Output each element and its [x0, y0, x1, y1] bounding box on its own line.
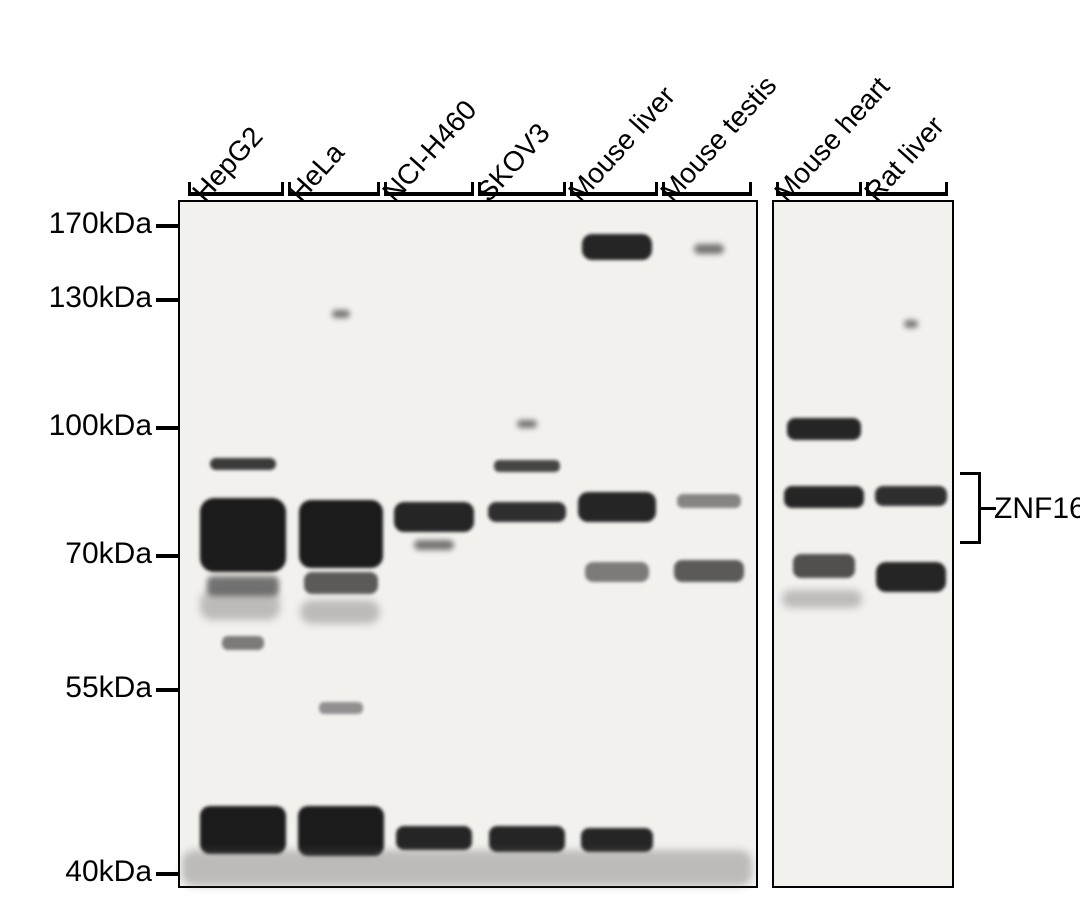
lane-label-hela: HeLa [282, 137, 351, 208]
western-blot-figure: HepG2HeLaNCI-H460SKOV3Mouse liverMouse t… [0, 0, 1080, 920]
background-noise [300, 600, 380, 624]
mw-label: 40kDa [0, 855, 152, 889]
protein-band [585, 562, 649, 582]
protein-band [488, 502, 566, 522]
lane-label-mtestis: Mouse testis [654, 70, 783, 208]
protein-band [793, 554, 855, 578]
protein-band [298, 806, 384, 856]
protein-band [319, 702, 363, 714]
protein-band [222, 636, 264, 650]
faint-band [414, 540, 454, 550]
protein-band [677, 494, 741, 508]
protein-band [784, 486, 864, 508]
blot-membrane-right [772, 200, 954, 888]
faint-band [517, 420, 537, 428]
mw-tick [156, 554, 178, 558]
lane-label-ncih460: NCI-H460 [376, 94, 483, 208]
mw-tick [156, 872, 178, 876]
background-noise [200, 590, 280, 620]
target-bracket [960, 472, 978, 475]
protein-band [582, 234, 652, 260]
lane-tick [945, 182, 948, 192]
protein-band [489, 826, 565, 852]
protein-band [494, 460, 560, 472]
mw-label: 100kDa [0, 409, 152, 443]
mw-label: 130kDa [0, 281, 152, 315]
protein-band [396, 826, 472, 850]
faint-band [332, 310, 350, 318]
target-bracket [960, 541, 978, 544]
protein-band [394, 502, 474, 532]
protein-band [674, 560, 744, 582]
background-noise [782, 590, 862, 608]
target-protein-label: ZNF169 [994, 492, 1080, 526]
faint-band [694, 244, 724, 254]
faint-band [904, 320, 918, 328]
lane-tick [749, 182, 752, 192]
mw-tick [156, 688, 178, 692]
mw-tick [156, 224, 178, 228]
protein-band [210, 458, 276, 470]
protein-band [578, 492, 656, 522]
protein-band [876, 562, 946, 592]
protein-band [581, 828, 653, 852]
protein-band [304, 572, 378, 594]
mw-label: 70kDa [0, 537, 152, 571]
protein-band [200, 498, 286, 572]
mw-tick [156, 426, 178, 430]
protein-band [787, 418, 861, 440]
protein-band [299, 500, 383, 568]
mw-label: 170kDa [0, 207, 152, 241]
background-noise [182, 850, 752, 886]
protein-band [875, 486, 947, 506]
mw-tick [156, 298, 178, 302]
protein-band [200, 806, 286, 854]
mw-label: 55kDa [0, 671, 152, 705]
